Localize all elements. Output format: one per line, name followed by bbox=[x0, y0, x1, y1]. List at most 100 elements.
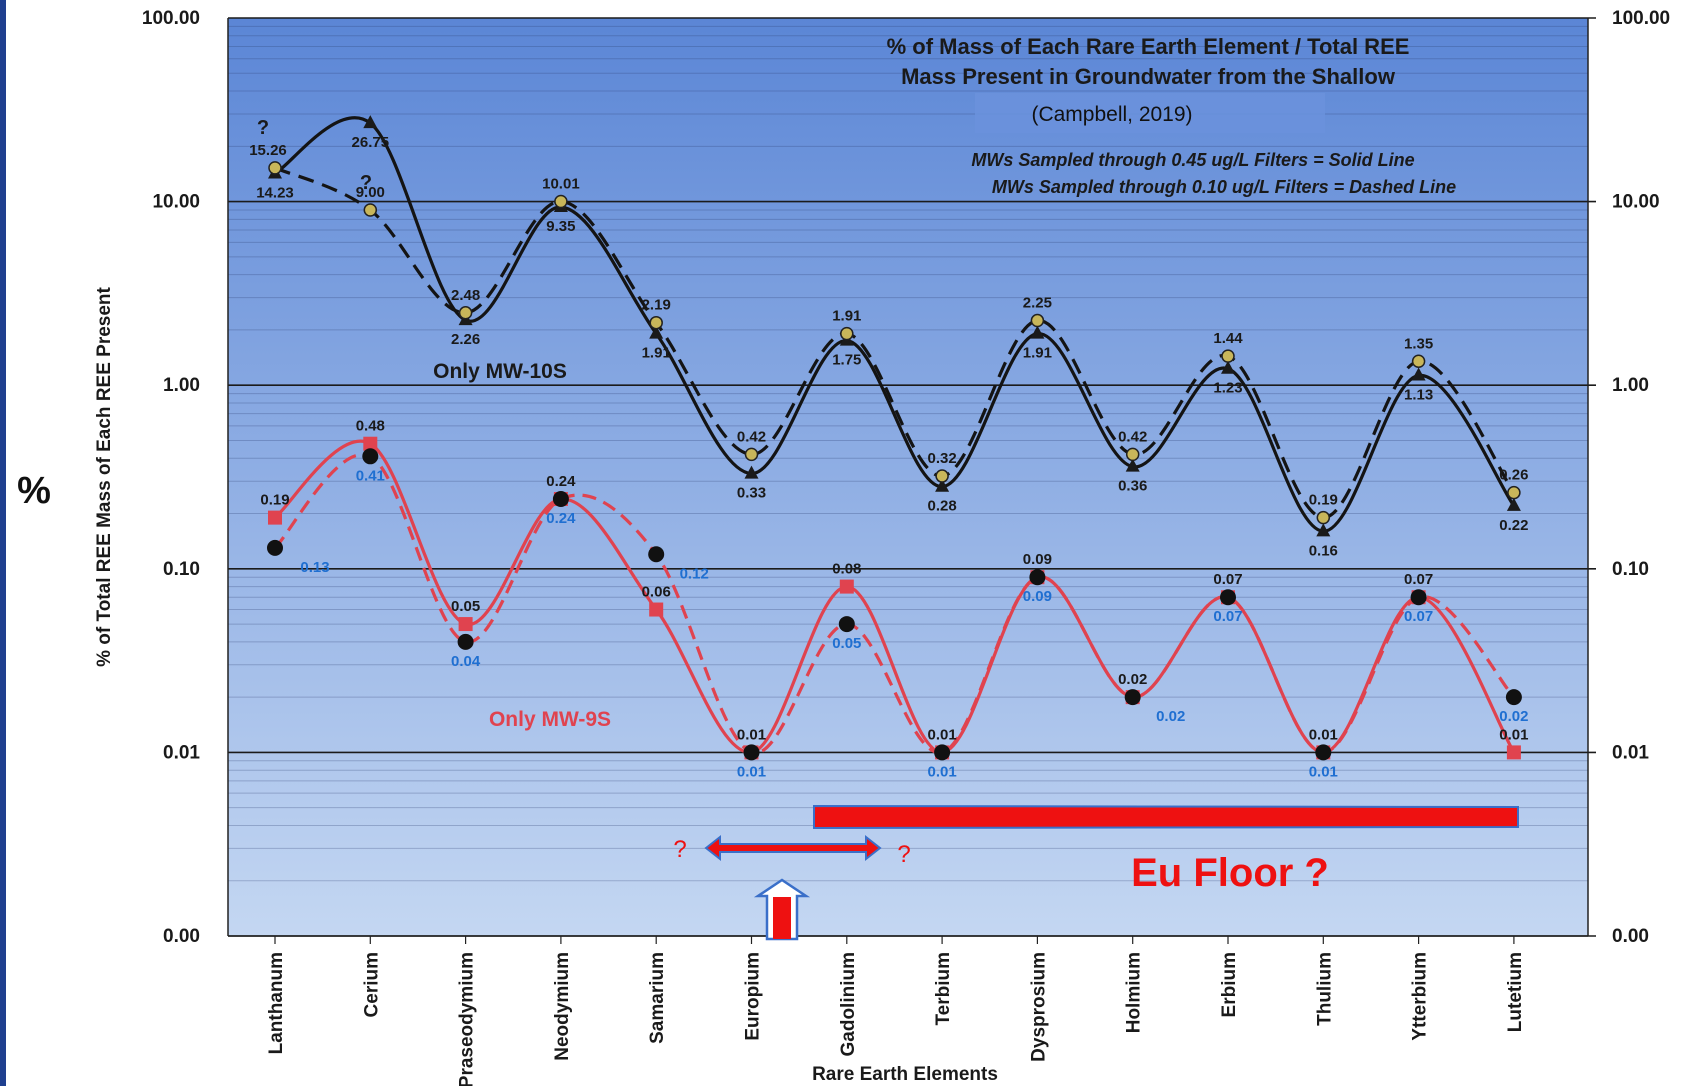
x-tick-label: Neodymium bbox=[552, 952, 573, 1061]
data-point-mw10s-dashed bbox=[363, 203, 378, 217]
data-label-mw10s-solid: 0.16 bbox=[1309, 542, 1338, 559]
data-point-mw10s-dashed bbox=[268, 161, 282, 175]
data-label-mw9s-dashed: 0.13 bbox=[300, 559, 329, 576]
data-point-mw10s-solid bbox=[363, 115, 378, 129]
data-point-mw10s-solid bbox=[1411, 367, 1426, 381]
data-point-mw9s-dashed bbox=[1410, 589, 1427, 606]
data-point-mw9s-dashed bbox=[1124, 689, 1141, 706]
x-tick-label: Lutetium bbox=[1505, 952, 1526, 1032]
data-label-mw9s-solid: 0.01 bbox=[1309, 726, 1338, 743]
data-point-mw10s-solid bbox=[1316, 523, 1331, 537]
data-label-mw9s-solid: 0.05 bbox=[451, 598, 480, 615]
question-mark-cerium: ? bbox=[360, 172, 372, 194]
data-label-mw9s-dashed: 0.41 bbox=[356, 467, 385, 484]
data-label-mw9s-dashed: 0.02 bbox=[1156, 708, 1185, 725]
data-label-mw10s-dashed: 15.26 bbox=[249, 142, 287, 159]
data-label-mw9s-dashed: 0.01 bbox=[1309, 763, 1338, 780]
data-point-mw10s-dashed bbox=[744, 447, 759, 462]
data-label-mw9s-dashed: 0.07 bbox=[1404, 608, 1433, 625]
data-point-mw10s-dashed bbox=[1125, 447, 1140, 462]
x-tick-label: Dysprosium bbox=[1028, 952, 1049, 1062]
data-label-mw9s-solid: 0.19 bbox=[260, 492, 289, 509]
x-tick-label: Ytterbium bbox=[1410, 952, 1431, 1041]
data-label-mw10s-dashed: 9.00 bbox=[356, 184, 385, 201]
y-tick-label-left: 1.00 bbox=[163, 375, 200, 396]
data-label-mw10s-solid: 1.91 bbox=[642, 345, 671, 362]
data-point-mw10s-dashed bbox=[1316, 510, 1331, 525]
data-point-mw10s-dashed bbox=[554, 194, 568, 209]
data-label-mw9s-solid: 0.07 bbox=[1404, 571, 1433, 588]
data-point-mw10s-dashed bbox=[935, 469, 949, 483]
x-tick-label: Terbium bbox=[933, 952, 954, 1026]
data-label-mw10s-solid: 1.75 bbox=[832, 352, 861, 369]
data-point-mw9s-solid bbox=[268, 510, 282, 525]
data-label-mw10s-dashed: 0.42 bbox=[1118, 428, 1147, 445]
data-label-mw10s-dashed: 0.26 bbox=[1499, 467, 1528, 484]
data-point-mw9s-dashed bbox=[552, 490, 569, 507]
series-line-mw9s-solid bbox=[273, 439, 1516, 755]
eu-floor-annotation: Eu Floor ? bbox=[1131, 851, 1329, 895]
data-point-mw10s-dashed bbox=[1507, 485, 1521, 500]
data-point-mw10s-dashed bbox=[840, 326, 854, 341]
data-label-mw10s-solid: 26.75 bbox=[352, 134, 390, 151]
data-point-mw10s-dashed bbox=[1221, 349, 1235, 363]
data-label-mw10s-dashed: 2.25 bbox=[1023, 295, 1052, 312]
data-label-mw10s-solid: 14.23 bbox=[256, 184, 294, 201]
data-label-mw9s-dashed: 0.04 bbox=[451, 653, 481, 670]
data-label-mw9s-solid: 0.06 bbox=[642, 584, 671, 601]
y-tick-label-left: 0.10 bbox=[163, 559, 200, 580]
x-tick-label: Praseodymium bbox=[457, 952, 478, 1086]
x-tick-label: Cerium bbox=[361, 952, 382, 1017]
data-label-mw10s-dashed: 0.32 bbox=[927, 450, 956, 467]
chart-source: (Campbell, 2019) bbox=[1031, 103, 1192, 126]
eu-floor-bar bbox=[813, 804, 1519, 830]
y-tick-label-right: 10.00 bbox=[1612, 192, 1660, 213]
data-label-mw9s-solid: 0.09 bbox=[1023, 551, 1052, 568]
series-line-mw10s-solid bbox=[274, 116, 1516, 533]
y-tick-label-left: 10.00 bbox=[152, 192, 200, 213]
data-label-mw10s-solid: 0.36 bbox=[1118, 478, 1147, 495]
data-label-mw9s-solid: 0.02 bbox=[1118, 671, 1147, 688]
data-point-mw9s-dashed bbox=[1220, 589, 1236, 606]
data-point-mw9s-solid bbox=[1506, 745, 1521, 760]
data-label-mw9s-dashed: 0.12 bbox=[680, 565, 709, 582]
data-label-mw10s-solid: 0.33 bbox=[737, 485, 766, 502]
data-point-mw9s-dashed bbox=[1505, 689, 1522, 706]
data-label-mw9s-solid: 0.48 bbox=[356, 418, 385, 435]
series-label-mw9s: Only MW-9S bbox=[489, 708, 611, 731]
data-point-mw10s-solid bbox=[744, 465, 759, 479]
x-tick-label: Samarium bbox=[647, 952, 668, 1044]
data-point-mw9s-dashed bbox=[743, 744, 760, 761]
y-tick-label-right: 0.01 bbox=[1612, 742, 1649, 763]
series-label-mw10s: Only MW-10S bbox=[433, 360, 567, 383]
data-point-mw10s-dashed bbox=[649, 315, 663, 330]
double-arrow bbox=[704, 834, 882, 862]
y-tick-label-left: 0.01 bbox=[163, 742, 200, 763]
data-label-mw9s-dashed: 0.24 bbox=[546, 510, 576, 527]
data-point-mw9s-solid bbox=[649, 602, 664, 617]
source-highlight bbox=[975, 93, 1325, 133]
data-label-mw9s-dashed: 0.07 bbox=[1213, 608, 1242, 625]
data-label-mw9s-solid: 0.08 bbox=[832, 561, 861, 578]
data-label-mw10s-solid: 1.23 bbox=[1213, 380, 1242, 397]
data-label-mw10s-dashed: 10.01 bbox=[542, 176, 580, 193]
question-mark-arrow-right: ? bbox=[897, 841, 910, 868]
question-mark-lanthanum: ? bbox=[257, 117, 269, 139]
x-tick-label: Holmium bbox=[1124, 952, 1145, 1033]
data-label-mw10s-dashed: 2.19 bbox=[642, 297, 671, 314]
data-point-mw9s-solid bbox=[839, 579, 854, 594]
y-tick-label-right: 0.00 bbox=[1612, 926, 1649, 947]
data-point-mw10s-solid bbox=[935, 478, 950, 492]
up-arrow-shaft bbox=[773, 897, 791, 939]
data-label-mw9s-dashed: 0.01 bbox=[737, 763, 766, 780]
data-label-mw9s-dashed: 0.02 bbox=[1499, 708, 1528, 725]
data-point-mw10s-solid bbox=[1221, 360, 1235, 374]
data-point-mw10s-dashed bbox=[1411, 354, 1426, 369]
data-label-mw10s-dashed: 0.42 bbox=[737, 428, 766, 445]
chart-title-line-2: Mass Present in Groundwater from the Sha… bbox=[901, 64, 1396, 89]
data-point-mw10s-dashed bbox=[1030, 313, 1045, 328]
chart-title-line-1: % of Mass of Each Rare Earth Element / T… bbox=[887, 34, 1410, 59]
data-label-mw10s-solid: 0.22 bbox=[1499, 517, 1528, 534]
y-axis-title: % of Total REE Mass of Each REE Present bbox=[94, 286, 115, 666]
x-tick-label: Europium bbox=[743, 952, 764, 1041]
